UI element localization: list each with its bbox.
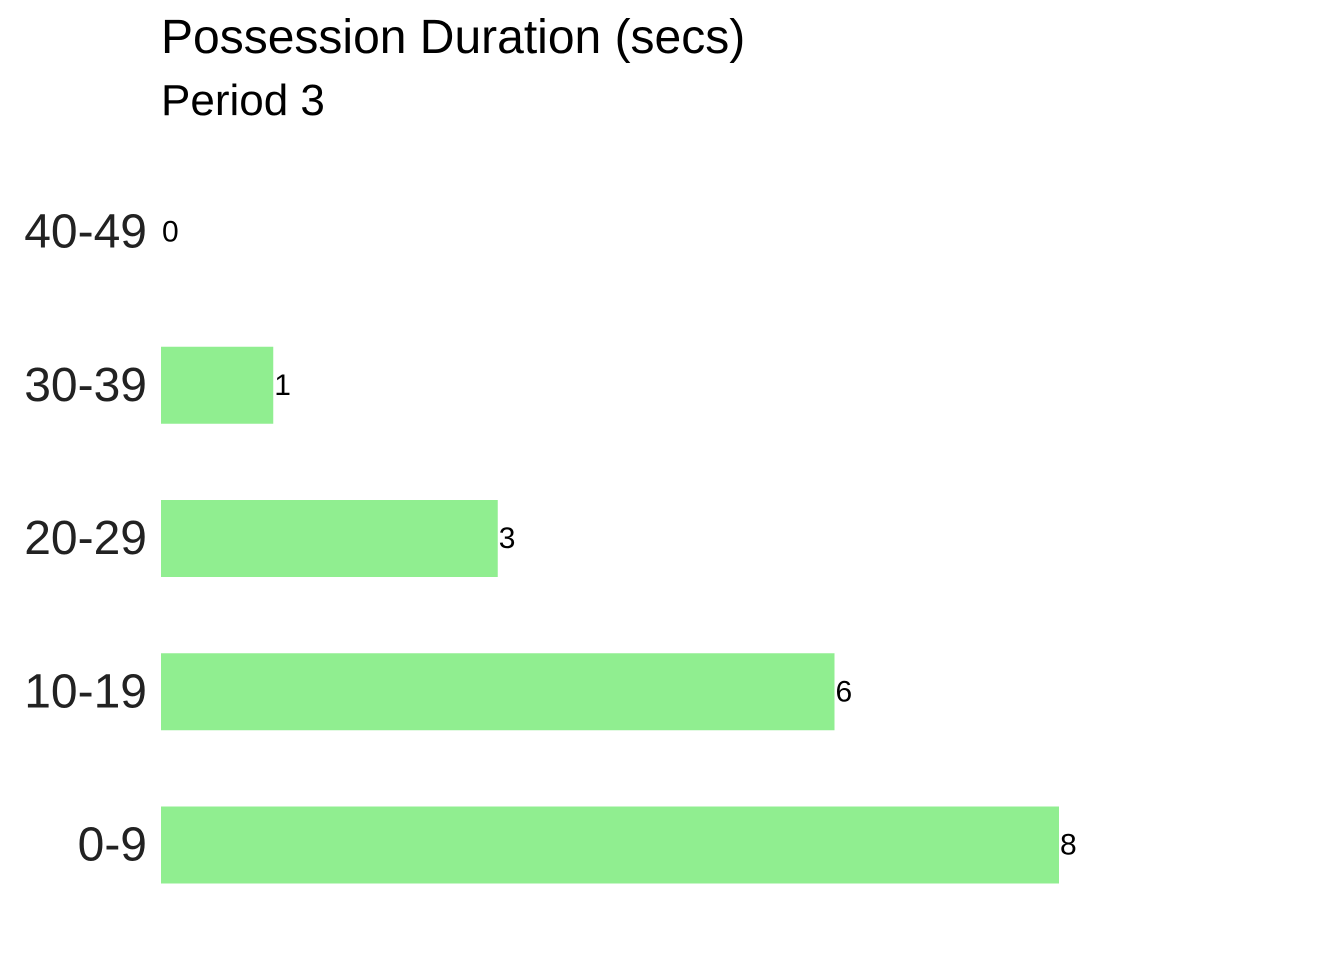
bar-0-9 — [161, 806, 1059, 884]
bar-20-29 — [161, 500, 498, 577]
data-label-30-39: 1 — [274, 369, 291, 402]
y-tick-label-10-19: 10-19 — [24, 665, 147, 718]
data-label-0-9: 8 — [1060, 829, 1077, 862]
data-label-20-29: 3 — [499, 522, 516, 555]
chart-subtitle: Period 3 — [161, 76, 325, 125]
chart-title: Possession Duration (secs) — [161, 11, 745, 64]
data-label-40-49: 0 — [162, 216, 179, 249]
data-labels-layer: 8 6 3 1 0 — [162, 216, 1077, 862]
bars-layer — [161, 346, 1059, 884]
y-tick-label-30-39: 30-39 — [24, 359, 147, 412]
y-tick-label-0-9: 0-9 — [78, 819, 147, 872]
y-axis-tick-labels: 0-9 10-19 20-29 30-39 40-49 — [24, 206, 147, 872]
data-label-10-19: 6 — [836, 675, 853, 708]
y-tick-label-40-49: 40-49 — [24, 206, 147, 259]
y-tick-label-20-29: 20-29 — [24, 512, 147, 565]
bar-10-19 — [161, 653, 835, 731]
bar-30-39 — [161, 346, 274, 424]
